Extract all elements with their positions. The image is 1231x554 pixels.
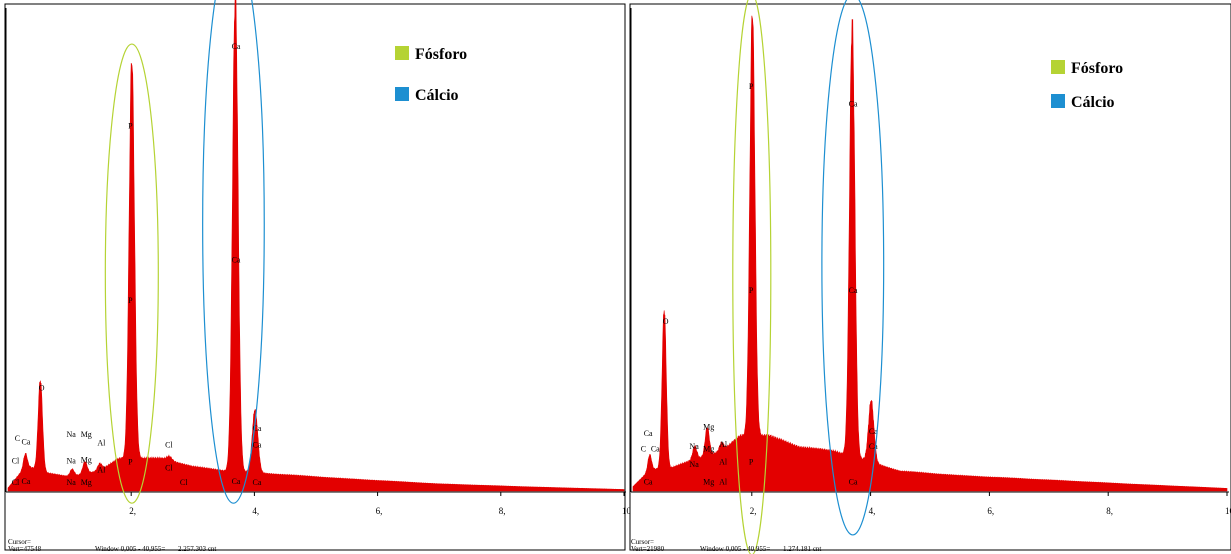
element-peak-label: Ca [232, 477, 241, 486]
element-peak-label: Ca [651, 444, 660, 453]
element-peak-label: Ca [232, 42, 241, 51]
x-tick-label: 8, [1106, 506, 1113, 516]
element-peak-label: Mg [703, 477, 714, 486]
cursor-readout: Cursor= [8, 538, 31, 546]
element-peak-label: Na [689, 460, 699, 469]
element-peak-label: Cl [165, 464, 173, 473]
element-peak-label: C [15, 434, 20, 443]
x-tick-label: 4, [869, 506, 876, 516]
element-peak-label: P [128, 121, 133, 130]
element-peak-label: Na [67, 478, 77, 487]
element-peak-label: Ca [22, 477, 31, 486]
element-peak-label: Al [719, 458, 728, 467]
spectrum-panel-right: 2, 4, 6, 8, 10, ke Ca C Ca Ca O Mg Na Mg Al Na Al Mg Al P P… [629, 0, 1231, 554]
element-peak-label: Al [97, 466, 106, 475]
element-peak-label: C [641, 444, 646, 453]
count-readout: 2.257.303 cnt [178, 545, 216, 553]
vertical-scale-readout: Vert=21980 [631, 545, 665, 553]
element-peak-label: Al [719, 477, 728, 486]
element-peak-label: Ca [253, 424, 262, 433]
phosphorus-highlight-ellipse [732, 0, 772, 554]
legend-swatch [1051, 94, 1065, 108]
legend-label: Fósforo [415, 46, 467, 63]
element-peak-label: P [749, 82, 754, 91]
element-peak-label: Mg [703, 444, 714, 453]
element-peak-label: Ca [644, 477, 653, 486]
element-peak-label: Cl [165, 440, 173, 449]
legend-swatch [1051, 60, 1065, 74]
element-peak-label: P [749, 286, 754, 295]
element-peak-label: Ca [869, 442, 878, 451]
element-peak-label: Na [689, 442, 699, 451]
legend-swatch [395, 87, 409, 101]
count-readout: 1.274.181 cnt [783, 545, 821, 553]
legend-label: Fósforo [1071, 60, 1123, 77]
calcium-highlight-ellipse [202, 0, 265, 504]
element-peak-label: Na [67, 457, 77, 466]
legend-label: Cálcio [415, 87, 459, 104]
element-peak-label: P [128, 296, 133, 305]
spectrum-area [7, 0, 625, 492]
window-readout: Window 0,005 - 40,955= [700, 545, 770, 553]
cursor-readout: Cursor= [631, 538, 654, 546]
spectrum-area [632, 15, 1228, 492]
element-peak-label: Mg [81, 456, 92, 465]
window-readout: Window 0,005 - 40,955= [95, 545, 165, 553]
element-peak-label: Ca [849, 99, 858, 108]
calcium-highlight-ellipse [821, 0, 885, 536]
element-peak-label: Al [97, 438, 106, 447]
element-peak-label: Ca [644, 429, 653, 438]
x-tick-label: 6, [376, 506, 383, 516]
x-tick-label: 4, [252, 506, 259, 516]
x-tick-label: 6, [987, 506, 994, 516]
element-peak-label: Ca [232, 255, 241, 264]
element-peak-label: Ca [849, 477, 858, 486]
element-peak-label: P [128, 458, 133, 467]
spectrum-panel-left: 2,4,6,8,10, keVCCaClClCaONaMgAlNaMgAlNaM… [4, 0, 651, 553]
element-peak-label: P [749, 458, 754, 467]
phosphorus-highlight-ellipse [104, 43, 159, 504]
element-peak-label: Ca [253, 478, 262, 487]
element-peak-label: Ca [22, 437, 31, 446]
panel-frame [4, 3, 626, 551]
x-tick-label: 2, [129, 506, 136, 516]
legend-swatch [395, 46, 409, 60]
element-peak-label: O [39, 383, 45, 392]
vertical-scale-readout: Vert=47548 [8, 545, 42, 553]
legend-label: Cálcio [1071, 94, 1115, 111]
element-peak-label: Ca [849, 286, 858, 295]
element-peak-label: O [663, 317, 669, 326]
element-peak-label: Ca [869, 427, 878, 436]
element-peak-label: Na [67, 430, 77, 439]
x-tick-label: 2, [750, 506, 757, 516]
element-peak-label: Ca [253, 440, 262, 449]
element-peak-label: Mg [703, 422, 714, 431]
element-peak-label: Al [719, 440, 728, 449]
element-peak-label: Mg [81, 430, 92, 439]
x-tick-label: 8, [499, 506, 506, 516]
element-peak-label: Cl [12, 478, 20, 487]
x-tick-label: 10, ke [1225, 506, 1231, 516]
element-peak-label: Cl [180, 478, 188, 487]
element-peak-label: Mg [81, 478, 92, 487]
element-peak-label: Cl [12, 457, 20, 466]
